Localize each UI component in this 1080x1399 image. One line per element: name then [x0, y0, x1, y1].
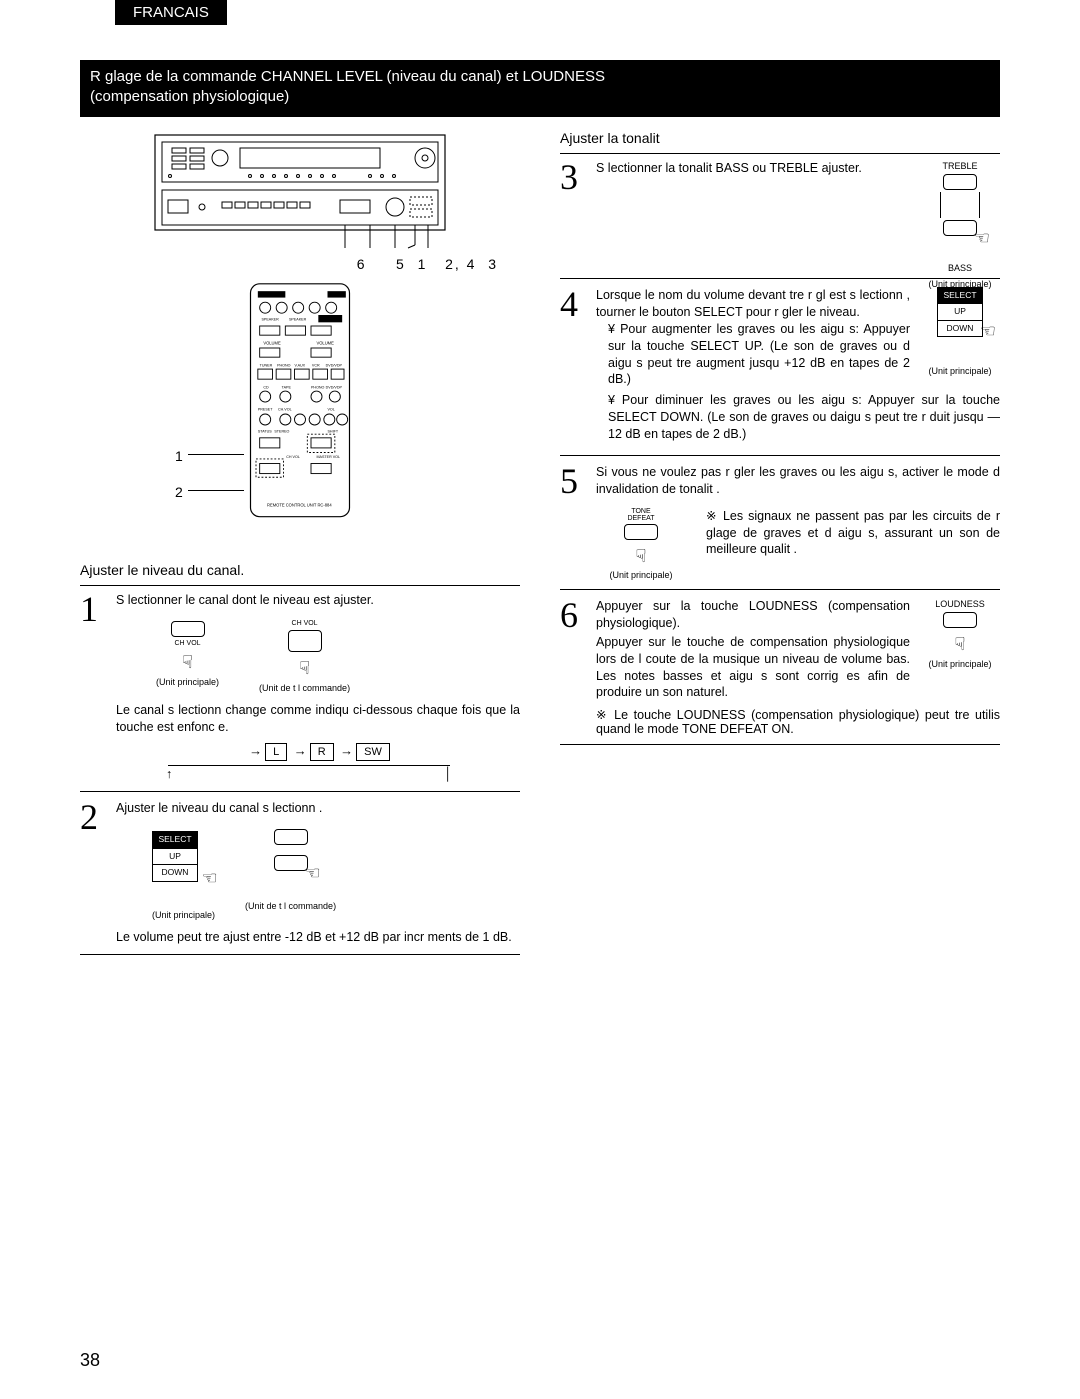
step-1-num: 1	[80, 592, 106, 783]
flow-l: L	[265, 743, 287, 762]
chvol-right-label: CH VOL	[259, 619, 350, 628]
cap-unit: (Unit principale)	[920, 365, 1000, 377]
step-2: 2 Ajuster le niveau du canal s lectionn …	[80, 800, 520, 946]
hand-icon: ☜	[304, 861, 320, 885]
step-6-body2: Appuyer sur le touche de compensation ph…	[596, 634, 910, 702]
callout-5: 5	[396, 256, 406, 272]
svg-text:VOLUME: VOLUME	[263, 340, 281, 345]
step-5-text: Si vous ne voulez pas r gler les graves …	[596, 465, 1000, 496]
step-5: 5 Si vous ne voulez pas r gler les grave…	[560, 464, 1000, 581]
step-3-text: S lectionner la tonalit BASS ou TREBLE a…	[596, 161, 862, 175]
step-2-body2: Le volume peut tre ajust entre -12 dB et…	[116, 929, 520, 946]
hand-icon: ☟	[182, 650, 193, 674]
step-5-num: 5	[560, 464, 586, 581]
svg-text:TAPE: TAPE	[282, 385, 292, 389]
svg-text:VOLUME: VOLUME	[316, 340, 334, 345]
title-line2: (compensation physiologique)	[90, 88, 289, 105]
svg-text:SHIFT: SHIFT	[327, 429, 338, 433]
svg-text:TUNER: TUNER	[260, 363, 273, 367]
svg-text:REMOTE CONTROL UNIT RC-884: REMOTE CONTROL UNIT RC-884	[267, 503, 332, 508]
svg-text:DVD/VDP: DVD/VDP	[326, 363, 343, 367]
bass-label: BASS	[920, 262, 1000, 274]
loudness-label: LOUDNESS	[920, 598, 1000, 610]
step-6-num: 6	[560, 598, 586, 701]
svg-text:SPEAKER: SPEAKER	[289, 317, 307, 321]
hand-icon: ☟	[636, 544, 647, 568]
step-4-text: Lorsque le nom du volume devant tre r gl…	[596, 288, 910, 319]
select-box: SELECT UP DOWN	[152, 831, 198, 881]
svg-text:VCR: VCR	[312, 363, 320, 367]
step-1: 1 S lectionner le canal dont le niveau e…	[80, 592, 520, 783]
svg-text:MASTER VOL: MASTER VOL	[316, 455, 340, 459]
select-up: UP	[153, 849, 197, 865]
hand-icon: ☟	[955, 632, 966, 656]
select-label: SELECT	[153, 832, 197, 848]
hand-icon: ☟	[299, 656, 310, 680]
treble-bass-illustration: TREBLE ☜ BASS (Unit principale)	[920, 160, 1000, 290]
left-heading: Ajuster le niveau du canal.	[80, 562, 520, 581]
svg-text:PRESET: PRESET	[258, 407, 273, 411]
svg-text:CH.VOL: CH.VOL	[278, 407, 292, 411]
remote-callout-2: 2	[175, 484, 183, 500]
step-1-body2: Le canal s lectionn change comme indiqu …	[116, 702, 520, 736]
svg-text:VOL: VOL	[327, 407, 334, 411]
flow-r: R	[310, 743, 334, 762]
cap-unit: (Unit principale)	[920, 658, 1000, 670]
step-2-num: 2	[80, 800, 106, 946]
step-3: 3 S lectionner la tonalit BASS ou TREBLE…	[560, 160, 1000, 270]
hand-icon: ☜	[974, 226, 990, 250]
language-tab: FRANCAIS	[115, 0, 227, 25]
svg-text:STEREO: STEREO	[274, 429, 289, 433]
receiver-callouts: 6 5 1 2, 4 3	[80, 256, 520, 272]
callout-3: 3	[488, 256, 498, 272]
callout-1: 1	[418, 256, 428, 272]
callout-6: 6	[357, 256, 367, 272]
step-1-text: S lectionner le canal dont le niveau est…	[116, 593, 374, 607]
svg-text:DVD/VDP: DVD/VDP	[326, 385, 343, 389]
step-4: 4 Lorsque le nom du volume devant tre r …	[560, 287, 1000, 447]
select-label: SELECT	[938, 288, 982, 304]
cap-unit-principale: (Unit principale)	[152, 909, 215, 921]
cap-unit: (Unit principale)	[596, 569, 686, 581]
step-3-num: 3	[560, 160, 586, 270]
step-6-note: ※ Le touche LOUDNESS (compensation physi…	[596, 707, 1000, 736]
select-down: DOWN	[153, 865, 197, 880]
svg-text:CD: CD	[263, 385, 269, 389]
step-4-bullet2: ¥ Pour diminuer les graves ou les aigu s…	[608, 392, 1000, 443]
select-illustration: SELECT UP DOWN ☜ (Unit principale)	[920, 287, 1000, 377]
cap-unit-telecommande: (Unit de t l commande)	[259, 682, 350, 694]
svg-text:CH VOL: CH VOL	[286, 455, 300, 459]
step-6: 6 Appuyer sur la touche LOUDNESS (compen…	[560, 598, 1000, 701]
step-4-num: 4	[560, 287, 586, 447]
svg-text:PHONO: PHONO	[277, 363, 291, 367]
select-down: DOWN	[938, 321, 982, 336]
svg-text:SPEAKER: SPEAKER	[262, 317, 280, 321]
title-line1: R glage de la commande CHANNEL LEVEL (ni…	[90, 68, 605, 85]
remote-illustration: SPEAKERSPEAKERS.DIRECT VOLUMEVOLUME TUNE…	[245, 282, 355, 520]
select-up: UP	[938, 304, 982, 320]
svg-text:PHONO: PHONO	[311, 385, 325, 389]
cap-unit-principale: (Unit principale)	[156, 676, 219, 688]
callout-24: 2, 4	[445, 256, 476, 272]
receiver-illustration	[150, 130, 450, 250]
remote-callout-1: 1	[175, 448, 183, 464]
flow-sw: SW	[356, 743, 390, 762]
hand-icon: ☜	[201, 866, 217, 890]
hand-icon: ☜	[980, 319, 996, 343]
loudness-illustration: LOUDNESS ☟ (Unit principale)	[920, 598, 1000, 670]
treble-label: TREBLE	[920, 160, 1000, 172]
page-title: R glage de la commande CHANNEL LEVEL (ni…	[80, 60, 1000, 117]
step-6-text: Appuyer sur la touche LOUDNESS (compensa…	[596, 599, 910, 630]
page-number: 38	[80, 1350, 100, 1371]
svg-text:V.AUX: V.AUX	[295, 363, 306, 367]
channel-flow: →L →R →SW	[116, 742, 520, 762]
right-heading: Ajuster la tonalit	[560, 130, 1000, 149]
step-5-note: ※ Les signaux ne passent pas par les cir…	[706, 508, 1000, 559]
cap-unit-telecommande: (Unit de t l commande)	[245, 900, 336, 912]
chvol-left-label: CH VOL	[156, 639, 219, 648]
svg-text:STATUS: STATUS	[258, 429, 272, 433]
tone-defeat-label: TONE DEFEAT	[596, 508, 686, 522]
step-2-text: Ajuster le niveau du canal s lectionn .	[116, 801, 322, 815]
